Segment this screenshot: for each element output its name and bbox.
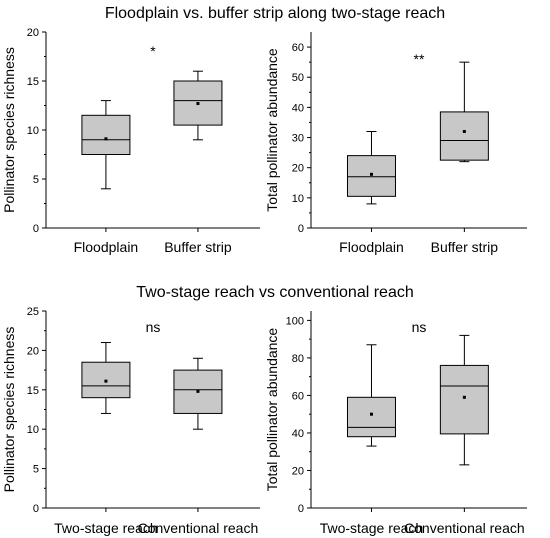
chart-bottom-right-abundance: 0 20 40 60 80 100 Total pollinator abundance ns… — [264, 311, 527, 536]
category-label: Floodplain — [339, 239, 404, 255]
section-title-bottom: Two-stage reach vs conventional reach — [136, 284, 413, 301]
y-tick-label: 0 — [33, 503, 39, 515]
mean-marker — [462, 395, 466, 399]
y-tick-label: 10 — [292, 193, 304, 205]
mean-marker — [196, 389, 200, 393]
category-label: Conventional reach — [138, 520, 259, 536]
category-label: Two-stage reach — [54, 520, 158, 536]
significance-label: ns — [412, 319, 427, 335]
y-tick-label: 15 — [27, 76, 39, 88]
significance-label: ns — [146, 319, 161, 335]
mean-marker — [369, 412, 373, 416]
y-axis-title: Total pollinator abundance — [264, 328, 280, 492]
y-tick-label: 80 — [292, 353, 304, 365]
significance-label: * — [150, 43, 156, 59]
y-tick-label: 10 — [27, 125, 39, 137]
box-left: Floodplain — [339, 131, 404, 255]
y-tick-label: 40 — [292, 102, 304, 114]
box-left: Two-stage reach — [54, 342, 158, 536]
y-tick-label: 15 — [27, 385, 39, 397]
y-tick-label: 60 — [292, 42, 304, 54]
y-tick-label: 0 — [298, 503, 304, 515]
category-label: Buffer strip — [431, 239, 499, 255]
y-tick-label: 30 — [292, 133, 304, 145]
box-iqr — [346, 396, 396, 438]
y-tick-label: 0 — [298, 223, 304, 235]
significance-label: ** — [414, 51, 425, 67]
y-tick-label: 20 — [292, 163, 304, 175]
box-iqr — [81, 114, 131, 156]
box-iqr — [439, 364, 489, 435]
y-tick-label: 5 — [33, 464, 39, 476]
y-axis-title: Pollinator species richness — [1, 47, 17, 213]
y-tick-label: 5 — [33, 174, 39, 186]
box-left: Floodplain — [74, 100, 139, 255]
category-label: Two-stage reach — [320, 520, 424, 536]
mean-marker — [196, 102, 200, 106]
category-label: Buffer strip — [164, 239, 232, 255]
mean-marker — [369, 172, 373, 176]
y-tick-label: 0 — [33, 223, 39, 235]
y-tick-label: 20 — [27, 27, 39, 39]
mean-marker — [462, 130, 466, 134]
y-tick-label: 25 — [27, 306, 39, 318]
y-axis-title: Pollinator species richness — [1, 327, 17, 493]
category-label: Conventional reach — [404, 520, 525, 536]
y-tick-label: 100 — [286, 315, 304, 327]
box-right: Buffer strip — [431, 61, 499, 255]
category-label: Floodplain — [74, 239, 139, 255]
box-iqr — [346, 155, 396, 197]
chart-top-left-richness: 0 5 10 15 20 Pollinator species richness * Floo… — [1, 27, 260, 255]
y-tick-label: 20 — [27, 345, 39, 357]
box-right: Conventional reach — [138, 357, 259, 536]
y-tick-label: 10 — [27, 424, 39, 436]
y-tick-label: 20 — [292, 465, 304, 477]
y-tick-label: 50 — [292, 72, 304, 84]
chart-top-right-abundance: 0 10 20 30 40 50 60 Total pollinator abundance *… — [264, 32, 527, 255]
mean-marker — [104, 137, 108, 141]
section-title-top: Floodplain vs. buffer strip along two-st… — [105, 5, 445, 22]
box-right: Conventional reach — [404, 334, 525, 536]
box-right: Buffer strip — [164, 70, 232, 255]
mean-marker — [104, 379, 108, 383]
y-tick-label: 40 — [292, 428, 304, 440]
chart-bottom-left-richness: 0 5 10 15 20 25 Pollinator species richness ns T… — [1, 306, 260, 536]
box-iqr — [439, 111, 489, 161]
y-tick-label: 60 — [292, 390, 304, 402]
box-left: Two-stage reach — [320, 344, 424, 536]
y-axis-title: Total pollinator abundance — [264, 48, 280, 212]
